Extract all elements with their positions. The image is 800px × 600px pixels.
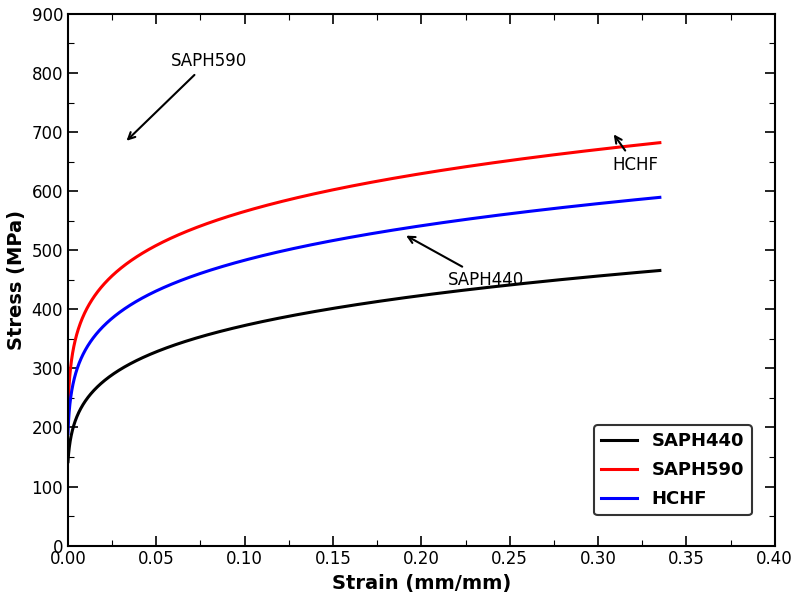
HCHF bbox=[65, 401, 74, 409]
SAPH590 bbox=[490, 159, 499, 166]
X-axis label: Strain (mm/mm): Strain (mm/mm) bbox=[332, 574, 511, 593]
HCHF bbox=[256, 253, 266, 260]
Line: HCHF: HCHF bbox=[68, 197, 660, 433]
SAPH590 bbox=[655, 139, 665, 146]
HCHF bbox=[655, 194, 665, 201]
HCHF bbox=[633, 196, 642, 203]
SAPH590 bbox=[63, 410, 73, 417]
SAPH590 bbox=[256, 203, 266, 211]
SAPH590 bbox=[235, 209, 245, 217]
HCHF bbox=[235, 258, 245, 265]
Line: SAPH440: SAPH440 bbox=[68, 271, 660, 461]
HCHF bbox=[63, 430, 73, 437]
Y-axis label: Stress (MPa): Stress (MPa) bbox=[7, 210, 26, 350]
Line: SAPH590: SAPH590 bbox=[68, 143, 660, 413]
Legend: SAPH440, SAPH590, HCHF: SAPH440, SAPH590, HCHF bbox=[594, 425, 751, 515]
SAPH440 bbox=[63, 458, 73, 465]
SAPH440 bbox=[235, 323, 245, 330]
Text: HCHF: HCHF bbox=[612, 136, 658, 173]
SAPH440 bbox=[633, 269, 642, 276]
HCHF bbox=[490, 212, 499, 219]
Text: SAPH440: SAPH440 bbox=[408, 237, 524, 289]
SAPH590 bbox=[632, 142, 642, 149]
SAPH590 bbox=[65, 372, 74, 379]
SAPH440 bbox=[65, 440, 74, 447]
Text: SAPH590: SAPH590 bbox=[128, 52, 246, 139]
SAPH440 bbox=[632, 269, 642, 276]
SAPH440 bbox=[655, 267, 665, 274]
SAPH590 bbox=[633, 142, 642, 149]
HCHF bbox=[632, 196, 642, 203]
SAPH440 bbox=[256, 319, 266, 326]
SAPH440 bbox=[490, 283, 499, 290]
